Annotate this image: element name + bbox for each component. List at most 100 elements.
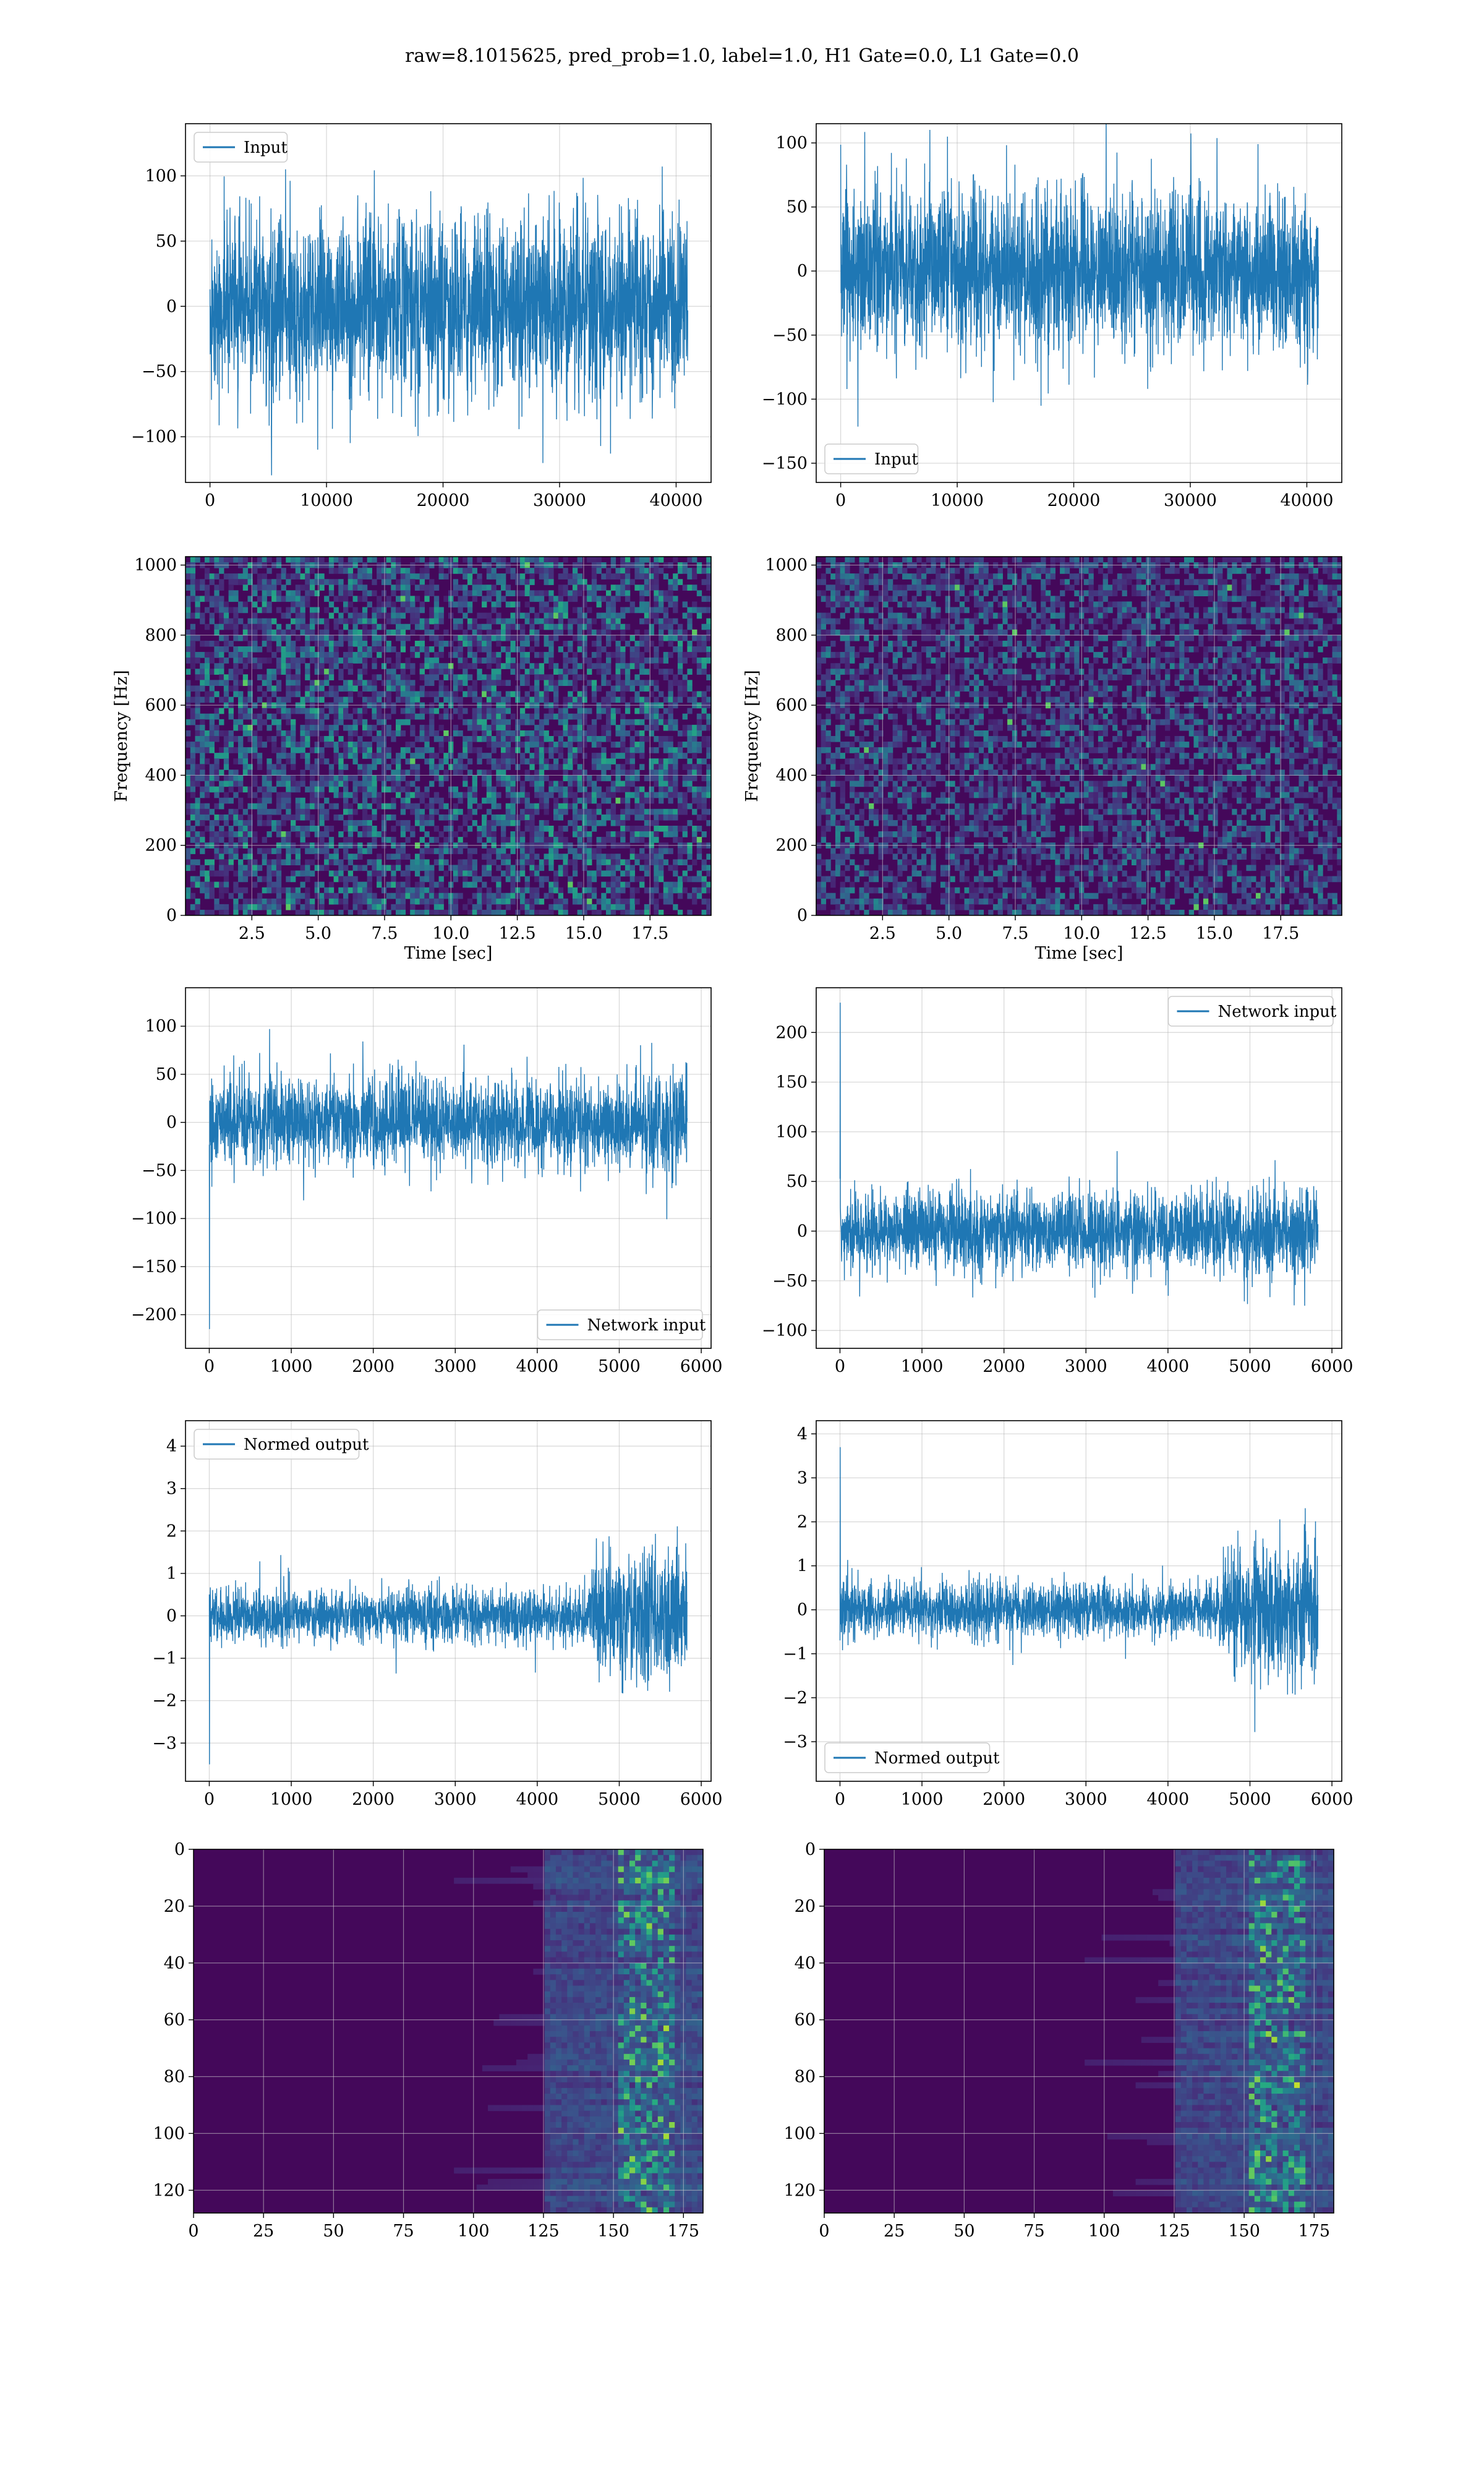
heatmap-cell	[477, 635, 482, 641]
heatmap-cell	[267, 669, 272, 675]
heatmap-cell	[553, 691, 559, 698]
heatmap-cell	[247, 724, 253, 731]
heatmap-cell	[204, 887, 210, 894]
heatmap-cell	[486, 859, 492, 866]
heatmap-cell	[410, 724, 416, 731]
heatmap-cell	[314, 786, 320, 793]
heatmap-cell	[491, 635, 497, 641]
heatmap-cell	[496, 854, 501, 860]
heatmap-cell	[830, 557, 836, 563]
heatmap-cell	[238, 820, 244, 826]
heatmap-cell	[677, 792, 683, 798]
heatmap-cell	[333, 848, 339, 854]
heatmap-cell	[472, 859, 477, 866]
heatmap-cell	[524, 909, 530, 915]
heatmap-cell	[362, 826, 368, 832]
heatmap-cell	[300, 781, 305, 787]
heatmap-cell	[219, 797, 224, 804]
heatmap-cell	[706, 753, 711, 759]
heatmap-cell	[610, 837, 616, 843]
heatmap-cell	[247, 680, 253, 687]
heatmap-cell	[663, 786, 669, 793]
heatmap-cell	[883, 579, 889, 585]
heatmap-cell	[419, 674, 425, 680]
heatmap-cell	[1088, 579, 1094, 585]
heatmap-cell	[677, 797, 683, 804]
heatmap-cell	[267, 579, 272, 585]
heatmap-cell	[410, 708, 416, 714]
heatmap-cell	[945, 584, 950, 591]
heatmap-cell	[496, 904, 501, 910]
heatmap-cell	[491, 568, 497, 574]
heatmap-cell	[906, 557, 913, 563]
heatmap-cell	[692, 792, 697, 798]
heatmap-cell	[529, 742, 535, 748]
heatmap-cell	[314, 607, 320, 614]
heatmap-cell	[348, 859, 354, 866]
heatmap-cell	[386, 814, 391, 821]
heatmap-cell	[271, 870, 277, 877]
heatmap-cell	[558, 870, 564, 877]
heatmap-cell	[673, 753, 678, 759]
heatmap-cell	[687, 865, 693, 871]
heatmap-cell	[190, 590, 196, 597]
heatmap-cell	[333, 663, 339, 669]
heatmap-cell	[453, 904, 459, 910]
heatmap-cell	[1217, 573, 1223, 580]
heatmap-cell	[654, 909, 659, 915]
heatmap-cell	[591, 557, 597, 563]
heatmap-cell	[539, 865, 545, 871]
heatmap-cell	[372, 775, 377, 782]
heatmap-cell	[291, 781, 296, 787]
heatmap-cell	[887, 584, 893, 591]
heatmap-cell	[438, 781, 444, 787]
heatmap-cell	[524, 691, 530, 698]
heatmap-cell	[978, 557, 984, 563]
heatmap-cell	[419, 557, 425, 563]
heatmap-cell	[453, 865, 459, 871]
heatmap-cell	[295, 814, 301, 821]
heatmap-cell	[242, 753, 249, 759]
heatmap-cell	[333, 657, 339, 664]
heatmap-cell	[634, 831, 640, 837]
heatmap-cell	[625, 898, 631, 905]
heatmap-cell	[219, 730, 224, 737]
heatmap-cell	[582, 584, 587, 591]
heatmap-cell	[271, 909, 277, 915]
heatmap-cell	[377, 865, 382, 871]
heatmap-cell	[515, 646, 521, 653]
heatmap-cell	[367, 769, 372, 776]
heatmap-cell	[544, 657, 549, 664]
heatmap-cell	[821, 579, 827, 585]
heatmap-cell	[649, 708, 654, 714]
heatmap-cell	[505, 730, 511, 737]
axes-frame	[816, 123, 1342, 483]
heatmap-cell	[267, 904, 272, 910]
heatmap-cell	[386, 680, 391, 687]
heatmap-cell	[372, 618, 377, 625]
heatmap-cell	[692, 607, 697, 614]
heatmap-cell	[396, 775, 401, 782]
heatmap-cell	[419, 730, 425, 737]
heatmap-cell	[267, 775, 272, 782]
heatmap-cell	[257, 865, 263, 871]
heatmap-cell	[591, 758, 597, 764]
heatmap-cell	[515, 696, 521, 703]
heatmap-cell	[673, 837, 678, 843]
heatmap-cell	[668, 786, 673, 793]
heatmap-cell	[467, 691, 473, 698]
heatmap-cell	[1074, 557, 1080, 563]
heatmap-cell	[582, 786, 587, 793]
heatmap-cell	[314, 618, 320, 625]
heatmap-cell	[482, 753, 487, 759]
heatmap-cell	[644, 865, 650, 871]
heatmap-cell	[410, 887, 416, 894]
heatmap-cell	[477, 669, 482, 675]
heatmap-cell	[419, 881, 425, 888]
heatmap-cell	[534, 742, 540, 748]
heatmap-cell	[845, 579, 850, 585]
heatmap-cell	[386, 685, 391, 692]
heatmap-cell	[596, 596, 602, 602]
heatmap-cell	[190, 753, 196, 759]
heatmap-cell	[391, 573, 396, 580]
